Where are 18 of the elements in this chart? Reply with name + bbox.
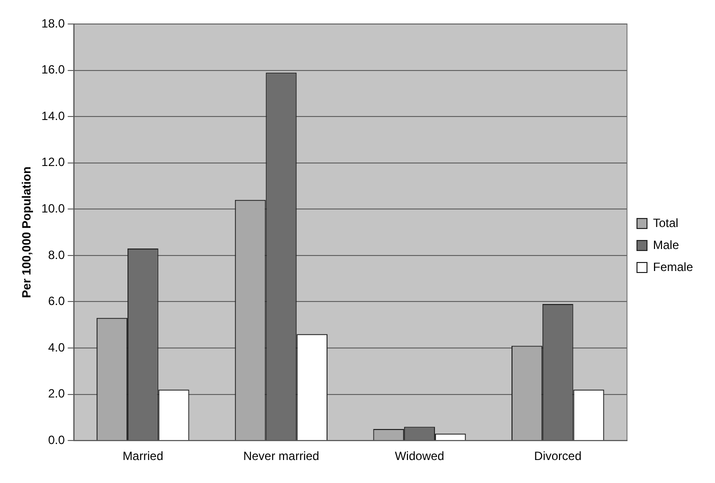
legend-label: Male [652,238,680,252]
y-tick-label: 16.0 [41,62,66,77]
y-tick-label: 2.0 [48,386,66,401]
x-tick-label: Divorced [534,449,582,464]
y-tick-label: 4.0 [48,340,66,354]
y-tick-label: 8.0 [48,248,66,262]
y-tick-label: 10.0 [41,201,66,216]
y-axis-title: Per 100,000 Population [20,166,34,298]
x-tick-label: Never married [243,449,320,464]
y-tick-label: 0.0 [48,432,66,447]
y-tick-label: 18.0 [41,16,66,30]
y-tick-label: 12.0 [41,155,66,170]
legend-label: Total [652,216,678,230]
x-tick-label: Widowed [394,449,444,464]
y-tick-label: 14.0 [41,108,66,123]
y-tick-label: 6.0 [48,294,66,308]
x-tick-label: Married [122,449,164,464]
legend-label: Female [652,260,694,274]
